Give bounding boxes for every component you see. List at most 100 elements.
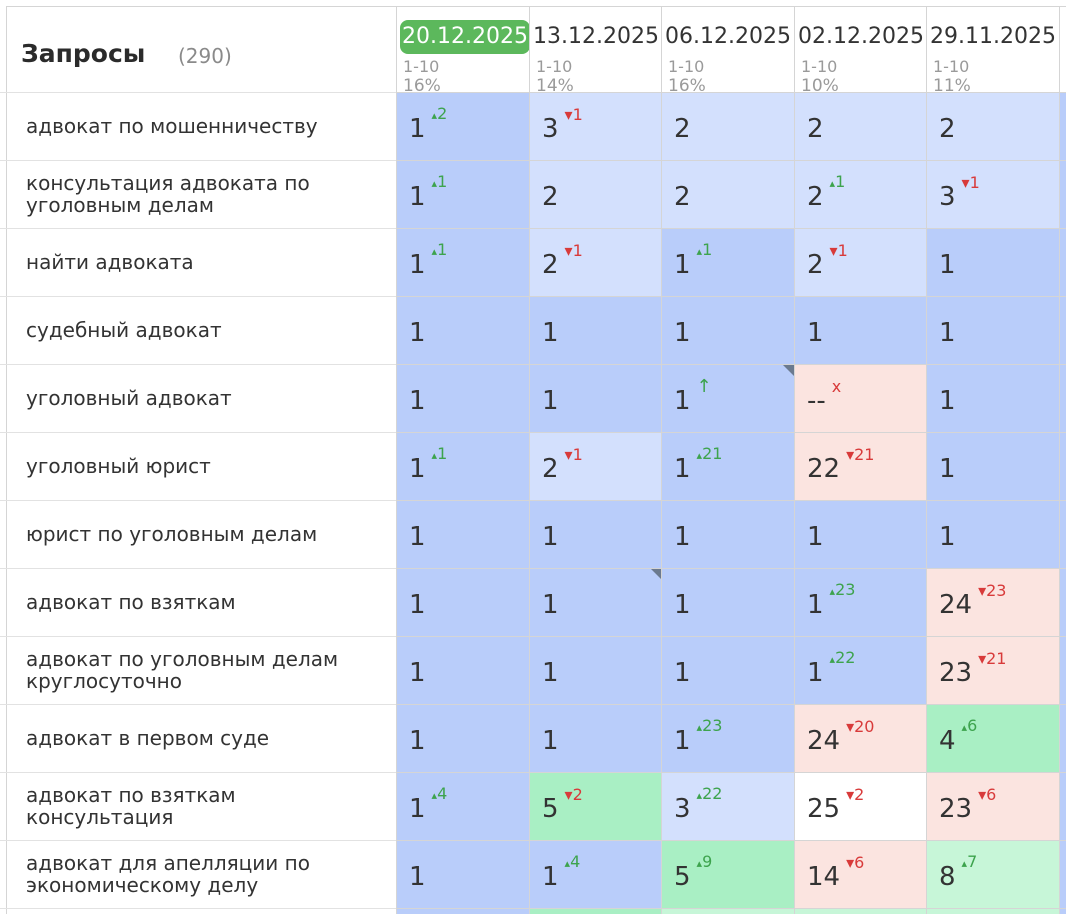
position-cell[interactable]: 1 <box>529 636 662 704</box>
position-cell[interactable]: 1 <box>926 432 1059 500</box>
position-cell[interactable]: 1 <box>926 228 1059 296</box>
position-cell[interactable]: 1 <box>926 296 1059 364</box>
position-cell[interactable]: 4 ▴6 <box>926 704 1059 772</box>
position-cell[interactable]: 1 ▴1 <box>396 160 529 228</box>
position-value: 1 ▴1 <box>674 228 712 296</box>
position-cell[interactable]: 2 ▾1 <box>794 228 927 296</box>
position-cell[interactable]: 2 ▾1 <box>529 432 662 500</box>
query-cell[interactable]: консультация адвоката по уголовным делам <box>6 160 396 228</box>
position-cell[interactable]: 3 ▾1 <box>529 92 662 160</box>
position-cell[interactable]: 2 <box>661 92 794 160</box>
position-cell[interactable]: 2 <box>661 160 794 228</box>
grid-line <box>794 6 795 914</box>
date-column-header[interactable]: 29.11.2025 1-10 11% <box>926 6 1059 92</box>
position-cell[interactable]: 8 ▴7 <box>926 840 1059 908</box>
query-cell[interactable]: юрист по уголовным делам <box>6 500 396 568</box>
position-cell[interactable]: 1 ▴2 <box>396 92 529 160</box>
header-query-cell[interactable]: Запросы (290) <box>6 6 396 92</box>
triangle-up-icon: ▴ <box>696 857 703 870</box>
position-cell[interactable]: 24 ▾20 <box>794 704 927 772</box>
date-column-header[interactable]: 20.12.2025 1-10 16% <box>396 6 529 92</box>
change-value: 21 <box>702 444 723 463</box>
query-cell[interactable]: адвокат по взяткам консультация <box>6 772 396 840</box>
position-cell[interactable]: 1 <box>529 568 662 636</box>
query-cell[interactable]: найти адвоката <box>6 228 396 296</box>
date-column-header[interactable]: 02.12.2025 1-10 10% <box>794 6 927 92</box>
position-number: 14 <box>807 862 841 892</box>
position-cell[interactable]: 3 ▴22 <box>661 772 794 840</box>
position-cell[interactable]: 1 ▴22 <box>794 636 927 704</box>
date-column-header-partial[interactable] <box>1059 6 1066 92</box>
grid-line <box>396 6 397 914</box>
position-cell[interactable]: 1 <box>661 500 794 568</box>
position-number: 23 <box>939 794 973 824</box>
position-cell[interactable]: 1 ▴23 <box>794 568 927 636</box>
query-cell[interactable]: адвокат для апелляции по экономическому … <box>6 840 396 908</box>
position-cell[interactable]: 1 ▴23 <box>661 704 794 772</box>
position-cell[interactable]: 1 <box>794 500 927 568</box>
position-cell[interactable]: 3 ▾1 <box>926 160 1059 228</box>
date-column-header[interactable]: 06.12.2025 1-10 16% <box>661 6 794 92</box>
position-value: 3 ▾1 <box>542 92 583 160</box>
position-cell[interactable]: 1 ▴4 <box>529 840 662 908</box>
position-cell[interactable]: 1 <box>529 296 662 364</box>
position-number: 1 <box>409 318 426 348</box>
query-cell[interactable]: адвокат по уголовным делам круглосуточно <box>6 636 396 704</box>
position-cell[interactable]: 2 ▴1 <box>794 160 927 228</box>
position-cell[interactable]: 1 ▴1 <box>661 228 794 296</box>
query-text: адвокат по уголовным делам круглосуточно <box>26 647 339 693</box>
position-cell[interactable]: 1 <box>529 704 662 772</box>
position-cell[interactable]: 1 <box>396 636 529 704</box>
position-cell[interactable]: 1 <box>396 296 529 364</box>
position-cell[interactable]: 1 <box>396 704 529 772</box>
position-cell[interactable]: 2 ▾1 <box>529 228 662 296</box>
position-number: 1 <box>807 658 824 688</box>
position-cell[interactable]: 1 <box>661 296 794 364</box>
position-number: 1 <box>409 590 426 620</box>
position-cell[interactable]: 1 <box>926 500 1059 568</box>
position-cell[interactable]: 25 ▾2 <box>794 772 927 840</box>
query-cell[interactable]: уголовный юрист <box>6 432 396 500</box>
position-cell[interactable]: 1 <box>396 840 529 908</box>
position-cell[interactable]: 1 <box>396 500 529 568</box>
position-cell[interactable]: 1 <box>926 364 1059 432</box>
position-cell[interactable]: 23 ▾21 <box>926 636 1059 704</box>
note-corner-icon <box>650 568 662 580</box>
position-cell[interactable]: 1 <box>661 636 794 704</box>
position-cell[interactable]: 23 ▾6 <box>926 772 1059 840</box>
position-cell[interactable]: 1 ▴1 <box>396 432 529 500</box>
position-value: 1 <box>409 636 426 704</box>
position-cell[interactable]: 2 <box>926 92 1059 160</box>
position-number: 2 <box>807 250 824 280</box>
grid-line <box>396 228 1066 229</box>
position-cell[interactable]: 5 ▾2 <box>529 772 662 840</box>
position-cell[interactable]: 1 ▴21 <box>661 432 794 500</box>
position-cell[interactable]: 1 <box>794 296 927 364</box>
query-cell[interactable]: адвокат по мошенничеству <box>6 92 396 160</box>
position-cell[interactable]: 1 <box>396 364 529 432</box>
position-cell[interactable]: 14 ▾6 <box>794 840 927 908</box>
position-cell[interactable]: 24 ▾23 <box>926 568 1059 636</box>
position-cell[interactable]: 1 <box>396 568 529 636</box>
position-cell[interactable]: -- x <box>794 364 927 432</box>
position-cell[interactable]: 1 <box>529 364 662 432</box>
query-cell[interactable]: адвокат в первом суде <box>6 704 396 772</box>
query-cell[interactable]: адвокат по взяткам <box>6 568 396 636</box>
position-cell[interactable]: 1 ▴1 <box>396 228 529 296</box>
position-cell[interactable]: 1 <box>529 500 662 568</box>
position-cell[interactable]: 1 ↑ <box>661 364 794 432</box>
triangle-down-icon: ▾ <box>564 785 573 804</box>
date-column-header[interactable]: 13.12.2025 1-10 14% <box>529 6 662 92</box>
position-cell[interactable]: 1 ▴4 <box>396 772 529 840</box>
position-cell[interactable]: 1 <box>661 568 794 636</box>
position-cell[interactable]: 5 ▴9 <box>661 840 794 908</box>
position-cell[interactable]: 2 <box>529 160 662 228</box>
position-cell[interactable]: 2 <box>794 92 927 160</box>
position-value: 2 ▾1 <box>807 228 848 296</box>
triangle-up-icon: ▴ <box>696 449 703 462</box>
grid-line <box>0 296 396 297</box>
position-cell[interactable]: 22 ▾21 <box>794 432 927 500</box>
triangle-down-icon: ▾ <box>978 581 987 600</box>
query-cell[interactable]: уголовный адвокат <box>6 364 396 432</box>
query-cell[interactable]: судебный адвокат <box>6 296 396 364</box>
